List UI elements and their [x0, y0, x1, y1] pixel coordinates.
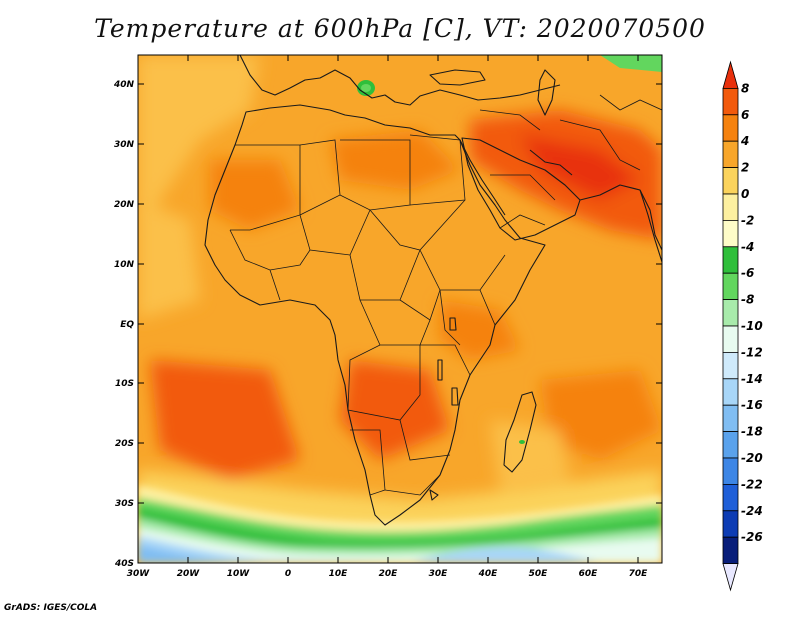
colorbar-label: 4: [740, 134, 749, 148]
colorbar-label: -16: [741, 398, 763, 412]
map-title: Temperature at 600hPa [C], VT: 202007050…: [94, 14, 706, 43]
colorbar-segment: [722, 431, 739, 459]
lon-labels: 30W 20W 10W 0 10E 20E 30E 40E 50E 60E 70…: [127, 569, 648, 579]
colorbar-segment: [722, 351, 739, 380]
colorbar-label: -4: [741, 240, 754, 254]
arabia-coastline: [461, 137, 581, 241]
lon-label: 30E: [429, 569, 449, 579]
colorbar-segment: [722, 60, 739, 89]
colorbar-label: 0: [741, 187, 749, 201]
colorbar-segment: [722, 536, 739, 565]
colorbar-label: -12: [741, 345, 763, 359]
colorbar-label: -14: [741, 372, 763, 386]
colorbar-segment: [722, 510, 739, 538]
lon-label: 60E: [579, 569, 599, 579]
lon-label: 30W: [127, 569, 151, 579]
credit-label: GrADS: IGES/COLA: [4, 603, 98, 613]
madagascar-coastline: [503, 391, 537, 473]
lon-label: 10E: [329, 569, 349, 579]
colorbar: 8 6 4 2 0 -2 -4 -6 -8 -10 -12 -14 -16 -18 -20 -22 -24 -26: [722, 60, 763, 592]
lat-label: 20S: [115, 439, 134, 449]
lon-label: 10W: [227, 569, 251, 579]
colorbar-label: -22: [741, 477, 763, 491]
colorbar-label: 6: [741, 108, 749, 122]
temperature-field: [138, 55, 662, 563]
colorbar-segment: [722, 88, 739, 116]
lat-label: 40N: [113, 80, 135, 90]
lon-label: 20W: [177, 569, 201, 579]
colorbar-segment: [722, 246, 739, 274]
colorbar-segment: [722, 272, 739, 301]
india-coastline: [639, 189, 662, 263]
lon-label: 0: [285, 569, 291, 579]
colorbar-segment: [722, 114, 739, 142]
lon-label: 50E: [529, 569, 549, 579]
lat-label: 30S: [115, 499, 134, 509]
lat-ticks: [138, 83, 662, 504]
lon-label: 20E: [379, 569, 399, 579]
lat-labels: 40N 30N 20N 10N EQ 10S 20S 30S 40S: [113, 80, 135, 569]
colorbar-label: 8: [741, 81, 749, 95]
colorbar-segment: [722, 167, 739, 195]
lat-label: EQ: [120, 320, 134, 330]
colorbar-segment: [722, 219, 739, 248]
lat-label: 40S: [114, 559, 134, 569]
colorbar-label: -10: [741, 319, 763, 333]
map-frame: [137, 54, 663, 564]
colorbar-segment: [722, 563, 739, 592]
colorbar-label: -2: [741, 213, 754, 227]
lon-ticks: [187, 55, 639, 563]
colorbar-label: 2: [741, 161, 749, 175]
colorbar-segment: [722, 193, 739, 221]
lon-label: 40E: [478, 569, 499, 579]
colorbar-segment: [722, 325, 739, 353]
country-borders: [229, 94, 662, 496]
lon-label: 70E: [629, 569, 649, 579]
colorbar-label: -24: [741, 504, 763, 518]
lat-label: 10N: [114, 260, 135, 270]
colorbar-segment: [722, 457, 739, 485]
colorbar-segment: [722, 299, 739, 327]
colorbar-label: -26: [741, 530, 763, 544]
colorbar-label: -6: [741, 266, 754, 280]
europe-coastline: [239, 55, 561, 106]
colorbar-label: -18: [741, 425, 763, 439]
colorbar-segment: [722, 140, 739, 168]
lat-label: 30N: [114, 140, 135, 150]
colorbar-segment: [722, 483, 739, 512]
colorbar-label: -8: [741, 293, 754, 307]
colorbar-label: -20: [741, 451, 763, 465]
colorbar-segment: [722, 378, 739, 406]
lat-label: 20N: [114, 200, 135, 210]
lat-label: 10S: [115, 379, 134, 389]
colorbar-segment: [722, 404, 739, 433]
